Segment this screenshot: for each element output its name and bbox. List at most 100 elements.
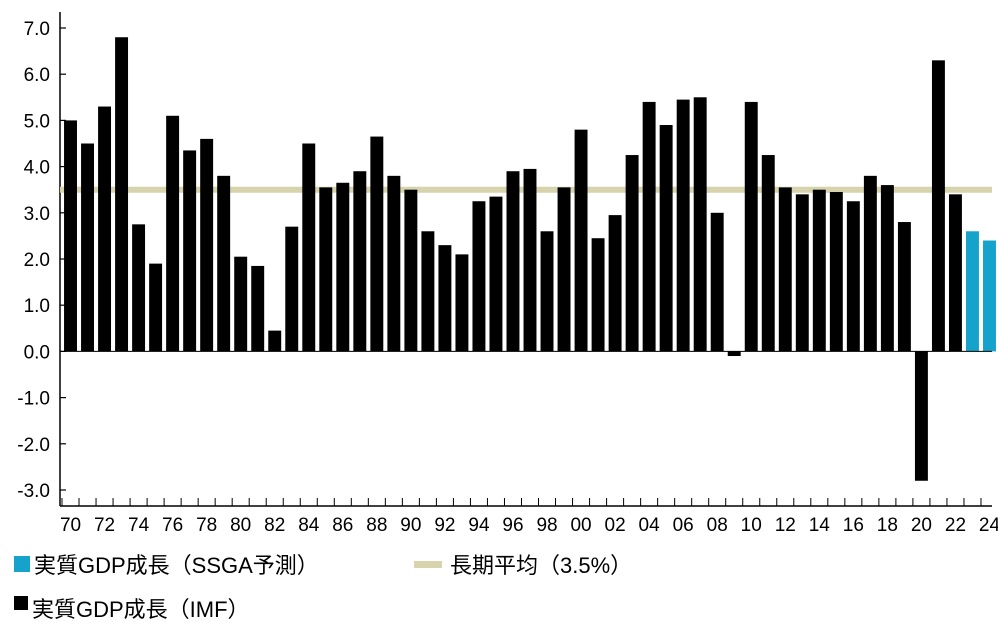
y-tick-label: -3.0 [17, 481, 50, 502]
bar-imf [744, 101, 758, 352]
bar-imf [625, 155, 639, 352]
y-tick-label: 5.0 [24, 111, 50, 132]
bar-imf [761, 155, 775, 352]
bar-imf [693, 97, 707, 352]
y-tick-label: -2.0 [17, 435, 50, 456]
legend-average: 長期平均（3.5%） [414, 548, 632, 580]
y-tick-label: 2.0 [24, 250, 50, 271]
bar-imf [302, 143, 316, 352]
bar-imf [489, 196, 503, 352]
bar-imf [404, 189, 418, 352]
legend-average-label: 長期平均（3.5%） [450, 553, 633, 578]
bar-imf [336, 182, 350, 352]
x-tick-label: 18 [877, 515, 898, 536]
bar-imf [812, 189, 826, 352]
y-tick-label: 1.0 [24, 296, 50, 317]
bar-imf [880, 185, 894, 352]
y-tick-label: -1.0 [17, 389, 50, 410]
bar-imf [676, 99, 690, 352]
bar-ssga-forecast [983, 240, 996, 352]
x-tick-label: 86 [332, 515, 353, 536]
x-tick-label: 88 [366, 515, 387, 536]
bar-imf [778, 187, 792, 352]
x-tick-label: 96 [502, 515, 523, 536]
x-tick-label: 02 [605, 515, 626, 536]
bar-imf [608, 215, 622, 352]
bar-imf [370, 136, 384, 352]
bar-imf [234, 256, 248, 352]
legend-ssga-swatch [14, 556, 30, 572]
x-tick-label: 92 [434, 515, 455, 536]
x-tick-label: 98 [536, 515, 557, 536]
bar-imf [251, 265, 265, 352]
x-tick-label: 76 [162, 515, 183, 536]
x-tick-label: 72 [94, 515, 115, 536]
x-tick-label: 80 [230, 515, 251, 536]
legend-imf-swatch [14, 596, 28, 610]
bar-imf [523, 168, 537, 352]
x-tick-label: 06 [673, 515, 694, 536]
bar-imf [421, 231, 435, 352]
bar-imf [506, 171, 520, 352]
x-tick-label: 14 [809, 515, 831, 536]
bar-imf [183, 150, 197, 352]
y-tick-label: 3.0 [24, 204, 50, 225]
bar-imf [472, 201, 486, 352]
bar-ssga-forecast [966, 231, 979, 352]
bar-imf [149, 263, 163, 352]
bar-imf [897, 222, 911, 352]
bar-imf [98, 106, 112, 352]
bar-imf [948, 194, 962, 352]
bar-imf [268, 330, 282, 352]
x-tick-label: 22 [945, 515, 966, 536]
x-tick-label: 00 [570, 515, 591, 536]
legend-average-swatch [414, 560, 442, 568]
x-tick-label: 04 [639, 515, 661, 536]
legend-ssga: 実質GDP成長（SSGA予測） [14, 548, 319, 580]
bar-imf [200, 138, 214, 352]
x-tick-label: 16 [843, 515, 864, 536]
bar-imf [353, 171, 367, 352]
x-tick-label: 94 [468, 515, 490, 536]
bar-imf [81, 143, 94, 352]
bar-imf [438, 245, 452, 352]
bar-imf [574, 129, 588, 352]
bar-imf [319, 187, 333, 352]
legend-imf: 実質GDP成長（IMF） [14, 592, 250, 624]
legend-ssga-label: 実質GDP成長（SSGA予測） [34, 553, 319, 578]
x-tick-label: 10 [741, 515, 762, 536]
bar-imf [540, 231, 554, 352]
x-tick-label: 08 [707, 515, 728, 536]
bar-imf [557, 187, 571, 352]
bar-imf [642, 101, 656, 352]
bar-imf [863, 175, 877, 352]
x-tick-label: 74 [128, 515, 150, 536]
bar-imf [285, 226, 299, 352]
x-tick-label: 24 [979, 515, 998, 536]
x-tick-label: 20 [911, 515, 932, 536]
x-tick-label: 12 [775, 515, 796, 536]
y-tick-label: 0.0 [24, 342, 50, 363]
bar-imf [659, 125, 673, 352]
x-tick-label: 82 [264, 515, 285, 536]
bar-imf [64, 120, 77, 352]
y-tick-label: 6.0 [24, 65, 50, 86]
bar-imf [591, 238, 605, 352]
bar-imf [217, 175, 231, 352]
bar-imf [115, 37, 129, 352]
x-tick-label: 90 [400, 515, 421, 536]
bar-imf [455, 254, 469, 352]
bar-imf [387, 175, 401, 352]
bar-imf [931, 60, 945, 352]
bar-imf [166, 115, 180, 352]
x-tick-label: 70 [60, 515, 81, 536]
y-tick-label: 7.0 [24, 19, 50, 40]
bar-imf [846, 201, 860, 352]
bar-imf [829, 192, 843, 352]
legend-imf-label: 実質GDP成長（IMF） [32, 597, 250, 622]
bar-imf [132, 224, 146, 352]
bar-imf [710, 212, 724, 352]
x-tick-label: 84 [298, 515, 320, 536]
